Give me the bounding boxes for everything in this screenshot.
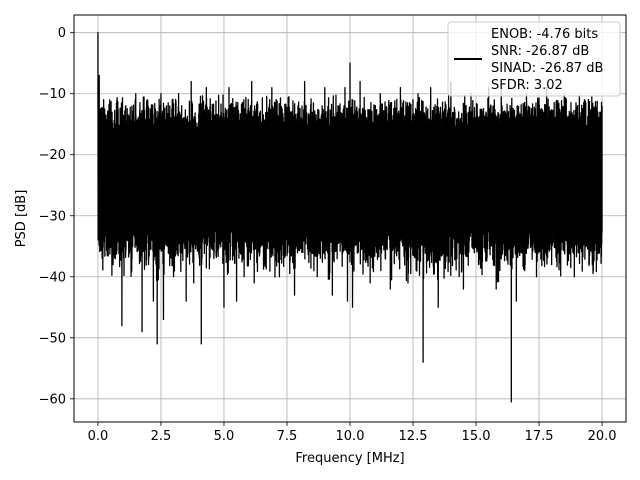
x-axis-label: Frequency [MHz] <box>295 451 404 466</box>
x-tick-label: 17.5 <box>525 429 554 444</box>
ticks: 0.0 2.5 5.0 7.5 10.0 12.5 15.0 17.5 20.0 0 −10 −20 −… <box>39 26 617 444</box>
x-tick-label: 15.0 <box>462 429 491 444</box>
y-tick-label: −50 <box>39 331 66 346</box>
legend-enob: ENOB: -4.76 bits <box>491 27 598 42</box>
x-tick-label: 12.5 <box>399 429 428 444</box>
legend-sinad: SINAD: -26.87 dB <box>491 61 603 76</box>
y-tick-label: 0 <box>58 26 66 41</box>
legend-sfdr: SFDR: 3.02 <box>491 78 563 93</box>
y-tick-label: −40 <box>39 270 66 285</box>
x-tick-label: 2.5 <box>151 429 172 444</box>
legend: ENOB: -4.76 bits SNR: -26.87 dB SINAD: -… <box>447 21 621 97</box>
legend-snr: SNR: -26.87 dB <box>491 44 589 59</box>
psd-trace <box>97 32 603 403</box>
y-tick-label: −30 <box>39 209 66 224</box>
y-axis-label: PSD [dB] <box>14 190 29 248</box>
x-tick-label: 20.0 <box>588 429 617 444</box>
y-tick-label: −10 <box>39 87 66 102</box>
x-tick-label: 7.5 <box>277 429 298 444</box>
y-tick-label: −60 <box>39 392 66 407</box>
x-tick-label: 5.0 <box>214 429 235 444</box>
x-tick-label: 10.0 <box>336 429 365 444</box>
y-tick-label: −20 <box>39 148 66 163</box>
x-tick-label: 0.0 <box>88 429 109 444</box>
data-layer <box>97 32 603 403</box>
legend-box <box>447 21 621 97</box>
